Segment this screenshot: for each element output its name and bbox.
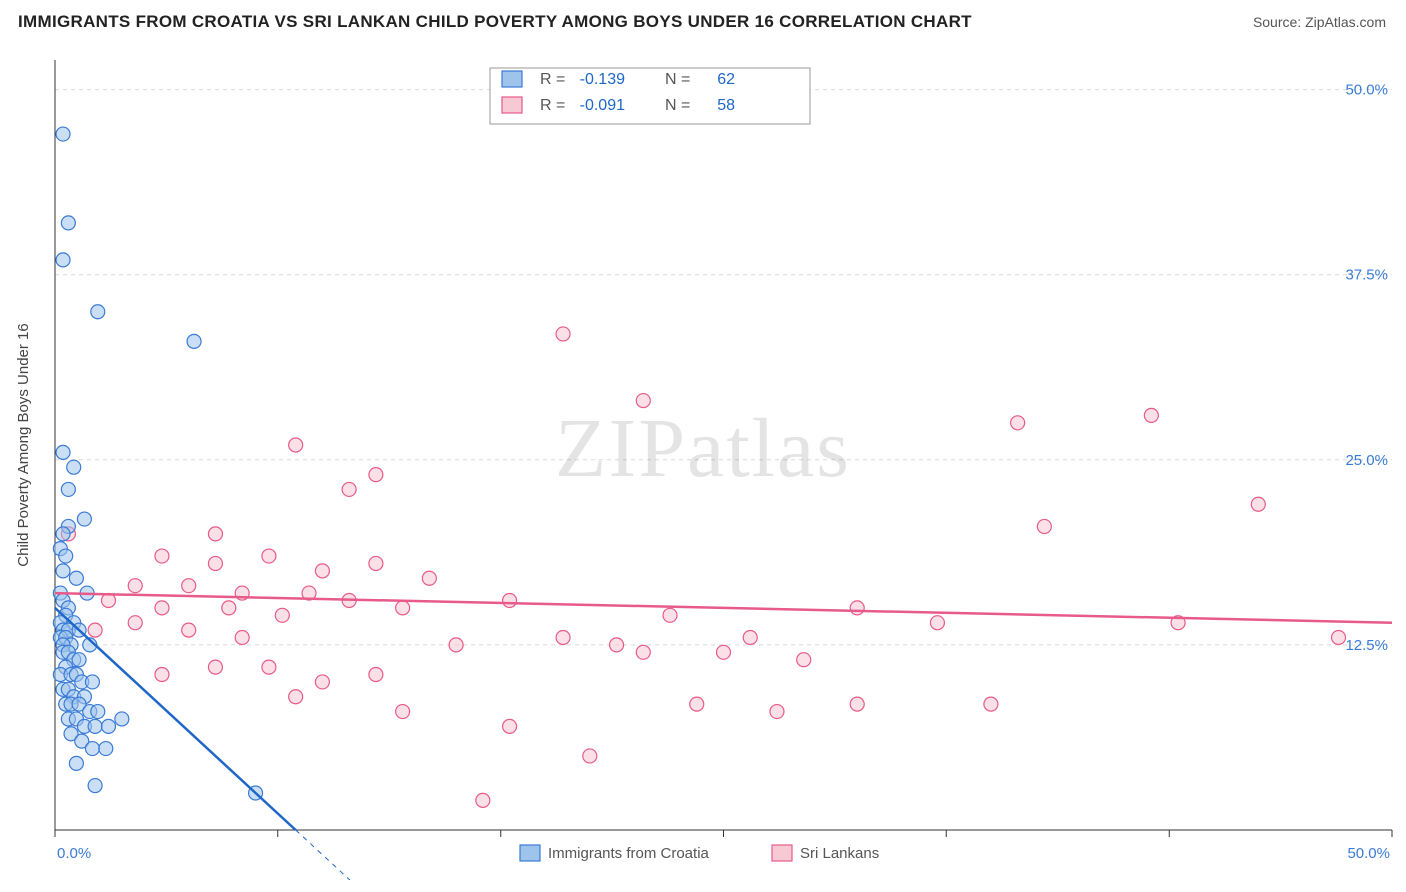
- source-attribution: Source: ZipAtlas.com: [1253, 14, 1386, 30]
- svg-text:25.0%: 25.0%: [1345, 452, 1388, 469]
- source-label: Source:: [1253, 14, 1305, 30]
- svg-text:R =: R =: [540, 97, 565, 114]
- svg-text:0.0%: 0.0%: [57, 845, 91, 862]
- scatter-chart-svg: 12.5% 25.0% 37.5% 50.0% 0.0% 50.0% Child Pover…: [0, 40, 1406, 880]
- svg-text:-0.139: -0.139: [580, 71, 625, 88]
- svg-text:-0.091: -0.091: [580, 97, 625, 114]
- svg-text:Sri Lankans: Sri Lankans: [800, 845, 879, 862]
- svg-text:37.5%: 37.5%: [1345, 267, 1388, 284]
- chart-title: IMMIGRANTS FROM CROATIA VS SRI LANKAN CH…: [18, 12, 972, 32]
- svg-text:N =: N =: [665, 97, 690, 114]
- svg-text:50.0%: 50.0%: [1345, 82, 1388, 99]
- chart-area: ZIPatlas 12.5%25.0%37.5%50.0%0.0%50.0%Ch…: [0, 40, 1406, 880]
- svg-text:50.0%: 50.0%: [1347, 845, 1390, 862]
- svg-text:Immigrants from Croatia: Immigrants from Croatia: [548, 845, 710, 862]
- source-name: ZipAtlas.com: [1305, 14, 1386, 30]
- svg-text:N =: N =: [665, 71, 690, 88]
- svg-text:R =: R =: [540, 71, 565, 88]
- svg-text:62: 62: [717, 71, 735, 88]
- svg-text:Child Poverty Among Boys Under: Child Poverty Among Boys Under 16: [15, 323, 32, 566]
- svg-text:12.5%: 12.5%: [1345, 637, 1388, 654]
- svg-text:58: 58: [717, 97, 735, 114]
